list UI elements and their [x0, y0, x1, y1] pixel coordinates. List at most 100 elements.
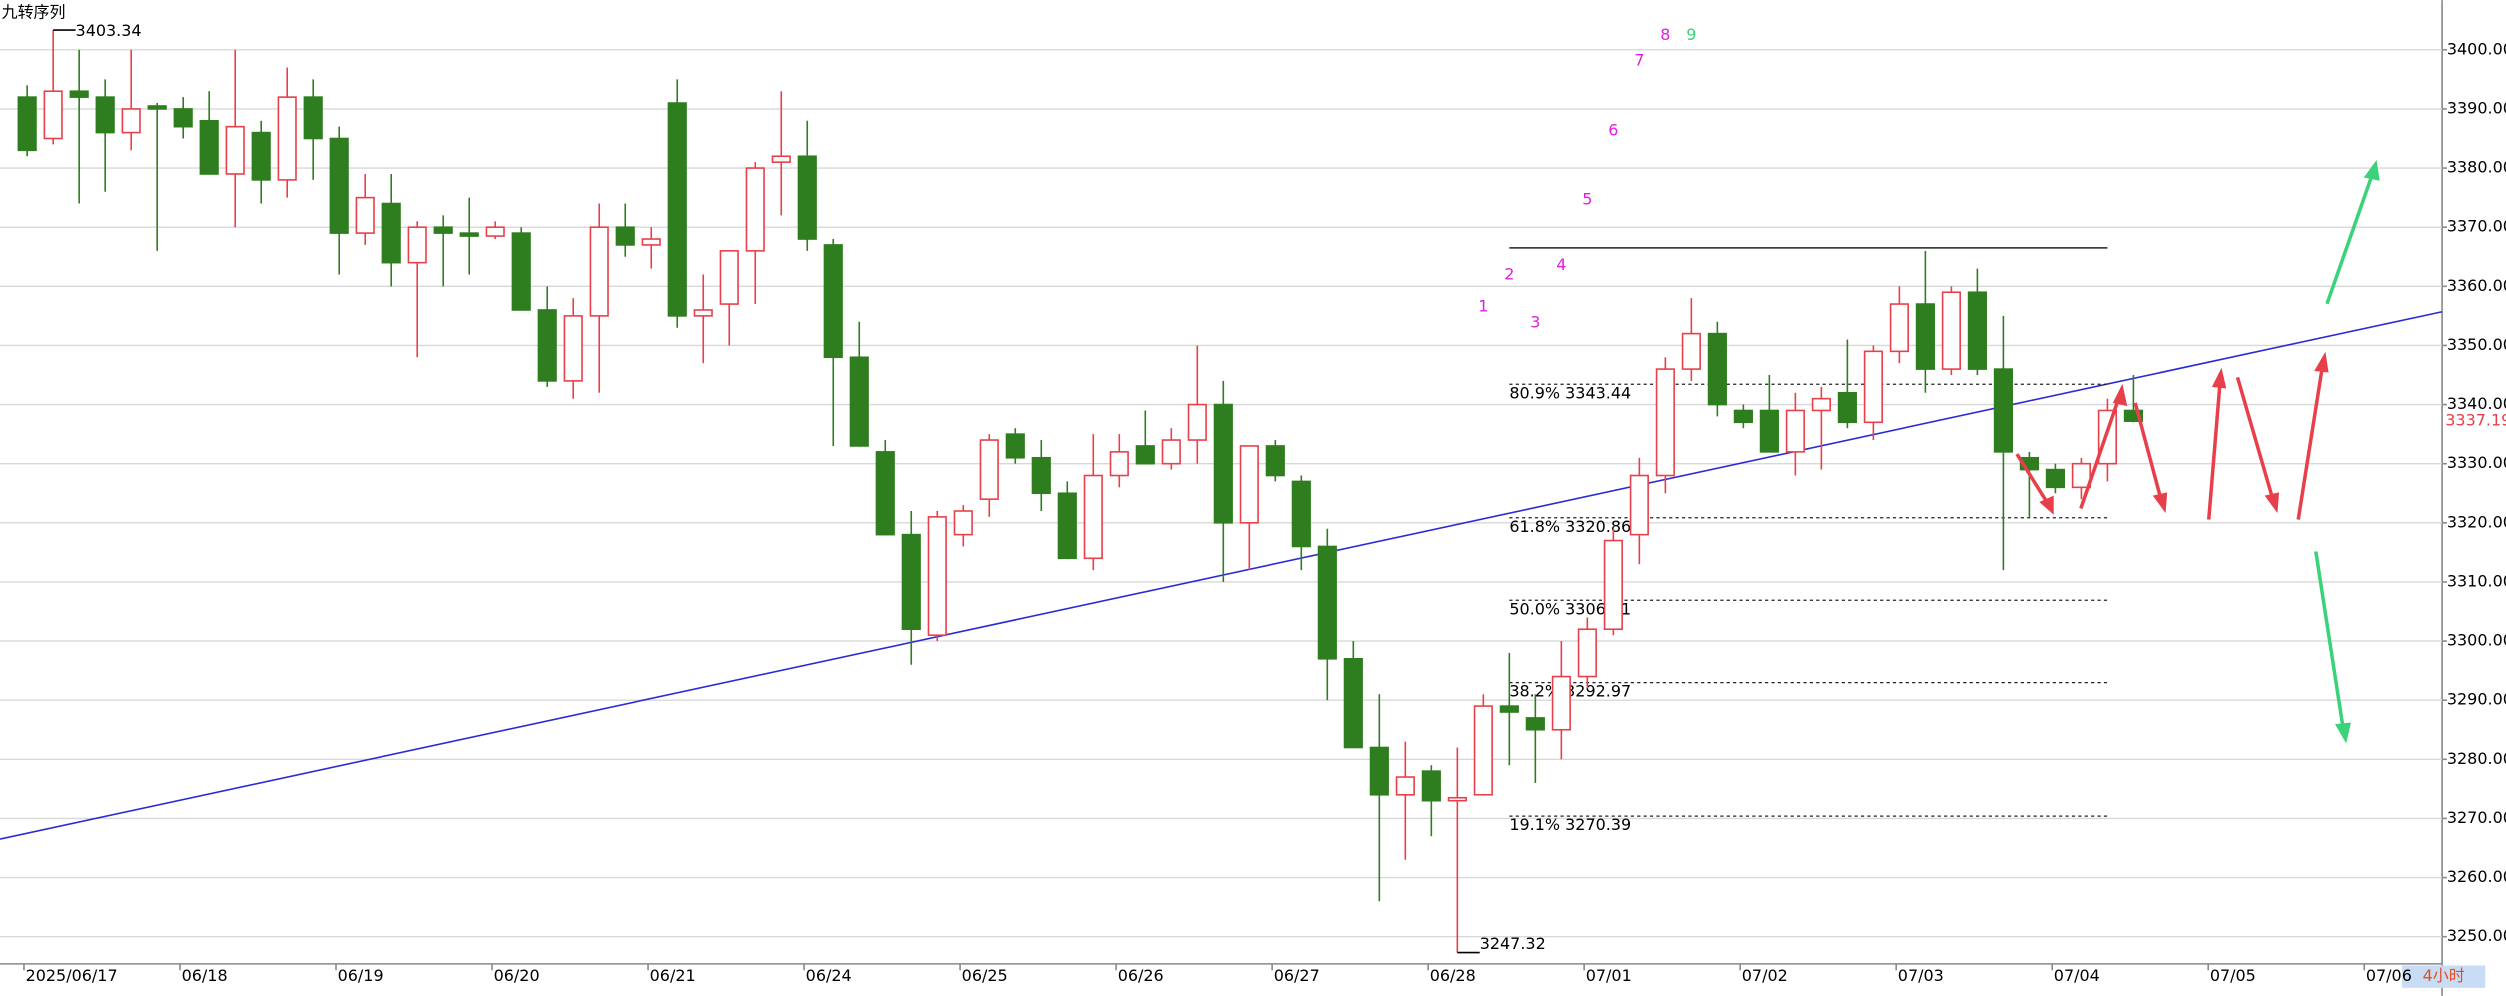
nine-turn-label: 9	[1686, 25, 1696, 44]
y-tick-label: 3260.00	[2447, 867, 2506, 886]
candle-body	[2071, 462, 2091, 489]
arrow	[2133, 402, 2163, 500]
y-tick-label: 3280.00	[2447, 749, 2506, 768]
y-tick-label: 3350.00	[2447, 335, 2506, 354]
candle-body	[1785, 409, 1805, 453]
arrow	[2296, 367, 2324, 520]
arrowhead	[2152, 492, 2168, 514]
fib-label: 50.0% 3306.91	[1509, 599, 1631, 618]
plot: 80.9% 3343.44 61.8% 3320.86 50.0% 3306.91 3…	[0, 21, 2443, 954]
x-tick-label: 07/06	[2366, 966, 2412, 985]
candle-body	[641, 238, 661, 246]
candle-body	[2097, 409, 2117, 465]
x-tick-label: 07/03	[1898, 966, 1944, 985]
period-box	[2402, 965, 2486, 988]
nine-turn-label: 5	[1582, 189, 1592, 208]
last-price-label: 3337.19	[2445, 411, 2506, 430]
candle-body	[849, 356, 869, 447]
x-tick-label: 06/25	[962, 966, 1008, 985]
arrowhead	[2264, 492, 2280, 514]
candle-body	[1759, 409, 1779, 453]
y-tick-label: 3340.00	[2447, 394, 2506, 413]
arrow	[2314, 551, 2345, 728]
arrowhead	[2363, 159, 2380, 181]
candle-body	[1187, 403, 1207, 441]
candle-body	[1941, 291, 1961, 370]
arrowhead	[2314, 351, 2329, 373]
candle-body	[2123, 409, 2143, 422]
y-tick-label: 3360.00	[2447, 276, 2506, 295]
arrow	[2015, 453, 2051, 507]
fib-label: 61.8% 3320.86	[1509, 517, 1631, 536]
y-tick-label: 3310.00	[2447, 571, 2506, 590]
candle-body	[1993, 368, 2013, 453]
candle-body	[1135, 445, 1155, 465]
candle-body	[1291, 480, 1311, 548]
nine-turn-label: 4	[1556, 255, 1566, 274]
candle-body	[667, 102, 687, 317]
candle-body	[121, 108, 141, 134]
candle-body	[823, 244, 843, 359]
candle-body	[1967, 291, 1987, 370]
candle-body	[199, 119, 219, 175]
candle-body	[745, 167, 765, 252]
arrowhead	[2112, 383, 2128, 407]
y-tick-label: 3320.00	[2447, 512, 2506, 531]
x-tick-label: 06/19	[338, 966, 384, 985]
chart-title: 九转序列	[2, 2, 66, 21]
candle-body	[1863, 350, 1883, 424]
y-tick-label: 3250.00	[2447, 926, 2506, 945]
candle-body	[1109, 451, 1129, 477]
candle-body	[1031, 456, 1051, 495]
candle-body	[1161, 439, 1181, 465]
nine-turn-label: 2	[1504, 265, 1514, 284]
candle-body	[1473, 705, 1493, 796]
x-tick-label: 06/28	[1430, 966, 1476, 985]
candle-body	[381, 202, 401, 264]
candle-body	[355, 196, 375, 234]
x-tick-label: 07/04	[2054, 966, 2100, 985]
x-tick-label: 2025/06/17	[26, 966, 118, 985]
candle-body	[797, 155, 817, 240]
nine-turn-label: 8	[1660, 25, 1670, 44]
candle-body	[225, 125, 245, 175]
candle-body	[719, 250, 739, 305]
candle-body	[875, 451, 895, 536]
candle-body	[147, 105, 167, 110]
arrow	[2325, 175, 2374, 305]
candle-body	[563, 315, 583, 382]
candle-body	[1395, 776, 1415, 796]
candle-body	[1629, 474, 1649, 536]
x-tick-label: 06/20	[494, 966, 540, 985]
candle-body	[901, 533, 921, 631]
x-tick-label: 06/24	[806, 966, 852, 985]
trendline	[0, 310, 2443, 840]
candle-body	[43, 90, 63, 140]
candle-body	[1057, 492, 1077, 560]
candle-body	[1889, 303, 1909, 353]
candle-body	[277, 96, 297, 181]
candle-body	[303, 96, 323, 140]
x-tick-label: 06/18	[182, 966, 228, 985]
candle-body	[2045, 468, 2065, 489]
min-label: 3247.32	[1480, 934, 1546, 953]
candle-body	[1447, 796, 1467, 802]
arrowhead	[2334, 722, 2351, 744]
candle-body	[615, 226, 635, 246]
nine-turn-label: 6	[1608, 121, 1618, 140]
candle-body	[927, 516, 947, 636]
candle-body	[95, 96, 115, 134]
candle-body	[2019, 456, 2039, 471]
candle-body	[1837, 391, 1857, 424]
candle-body	[1239, 445, 1259, 524]
candle-body	[1681, 332, 1701, 370]
arrowhead	[2039, 495, 2054, 515]
candle-body	[485, 226, 505, 237]
nine-turn-label: 1	[1478, 297, 1488, 316]
candle-body	[1083, 474, 1103, 560]
fib-label: 19.1% 3270.39	[1509, 815, 1631, 834]
nine-turn-label: 3	[1530, 312, 1540, 331]
candle-body	[953, 510, 973, 536]
